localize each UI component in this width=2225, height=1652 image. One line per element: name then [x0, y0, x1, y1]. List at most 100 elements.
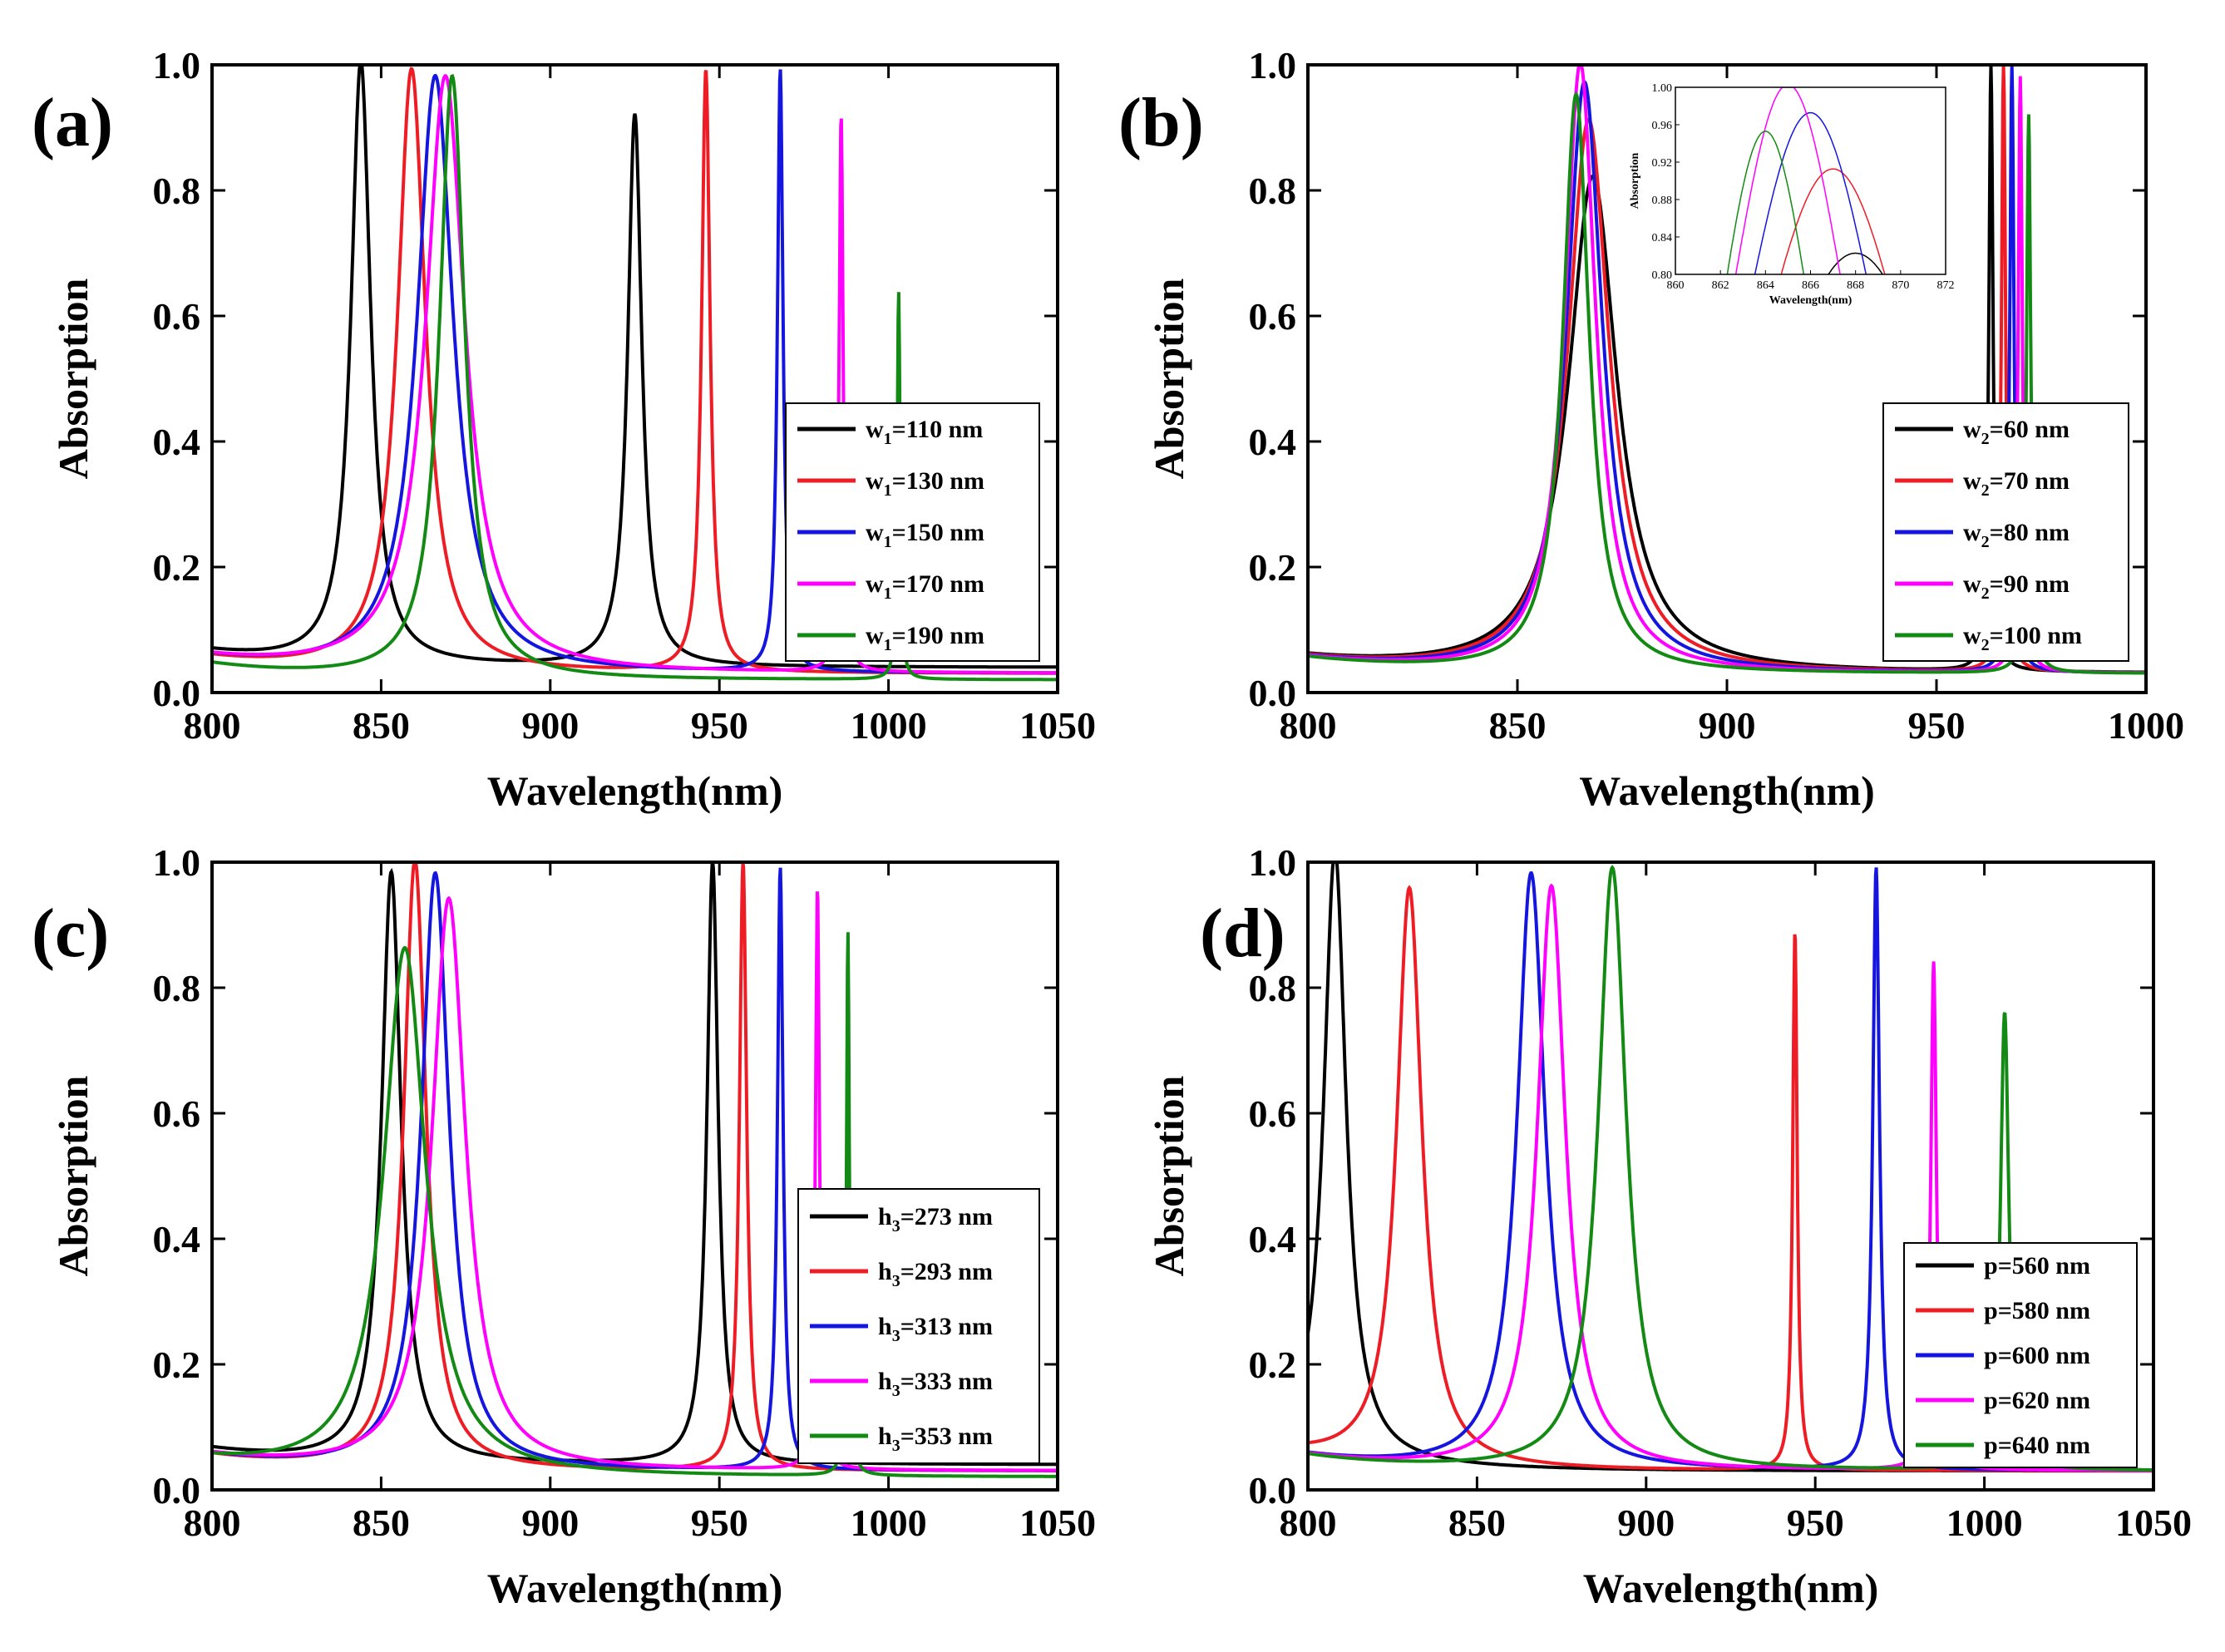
inset-y-tick-label: 0.92 [1652, 157, 1673, 170]
x-tick-label: 1000 [851, 1502, 927, 1544]
x-tick-label: 800 [184, 1502, 241, 1544]
legend: w1=110 nm w1=130 nm w1=150 nm w1=170 nm w1=1… [785, 402, 1040, 662]
x-tick-label: 950 [1787, 1502, 1844, 1544]
axes-frame [210, 861, 1059, 1492]
legend-entry-3: h3=313 nm [878, 1313, 993, 1345]
inset-x-axis-title: Wavelength(nm) [1769, 294, 1853, 307]
series-line-5 [212, 932, 1058, 1478]
inset-x-tick-label: 872 [1937, 279, 1955, 292]
legend: p=560 nm p=580 nm p=600 nm p=620 nm p=640 nm [1903, 1242, 2138, 1468]
y-axis-title: Absorption [1146, 1075, 1192, 1276]
legend-entry-4: w2=90 nm [1963, 570, 2070, 603]
axes-frame [210, 63, 1059, 694]
panel-label: (c) [32, 895, 109, 972]
y-tick-label: 0.4 [153, 1218, 201, 1260]
y-tick-label: 0.4 [153, 421, 201, 463]
x-axis-title: Wavelength(nm) [487, 767, 783, 814]
x-tick-label: 900 [1617, 1502, 1675, 1544]
y-tick-label: 0.4 [1249, 1218, 1297, 1260]
plot-area [212, 65, 1058, 682]
inset-y-tick-label: 0.84 [1652, 232, 1673, 244]
inset-x-tick-label: 868 [1847, 279, 1864, 292]
inset-x-tick-label: 860 [1667, 279, 1685, 292]
series-line-4 [212, 74, 1058, 675]
legend-entry-3: w2=80 nm [1963, 519, 2070, 551]
legend-entry-3: w1=150 nm [866, 519, 984, 551]
legend-entry-1: h3=273 nm [878, 1203, 993, 1235]
series-line-4 [1308, 883, 2153, 1472]
panel-label: (d) [1200, 895, 1285, 972]
x-tick-label: 800 [1280, 1502, 1337, 1544]
x-tick-label: 950 [691, 704, 748, 747]
panel-a: 800 850 900 950 1000 1050 0.0 0.2 0.4 0.6 0.8 1.0 Wa… [32, 44, 1096, 814]
legend-entry-4: w1=170 nm [866, 570, 984, 603]
y-tick-label: 0.8 [153, 967, 201, 1009]
x-tick-label: 900 [1699, 704, 1756, 747]
inset-series-line-4 [1734, 87, 1841, 274]
series-line-4 [212, 891, 1058, 1472]
legend-entry-1: w2=60 nm [1963, 416, 2070, 448]
y-tick-label: 0.0 [153, 1469, 201, 1511]
x-tick-label: 1050 [1019, 1502, 1096, 1544]
inset-series-line-3 [1754, 111, 1867, 274]
inset-y-tick-label: 0.96 [1652, 120, 1673, 132]
y-tick-label: 0.0 [153, 672, 201, 714]
x-tick-label: 850 [353, 1502, 410, 1544]
x-tick-label: 900 [521, 704, 579, 747]
legend-entry-2: h3=293 nm [878, 1258, 993, 1290]
panel-c: 800 850 900 950 1000 1050 0.0 0.2 0.4 0.6 0.8 1.0 Wa… [32, 841, 1096, 1611]
panel-d: 800 850 900 950 1000 1050 0.0 0.2 0.4 0.6 0.8 1.0 Wa… [1146, 841, 2192, 1611]
inset-x-tick-label: 862 [1712, 279, 1729, 292]
y-tick-label: 0.0 [1249, 672, 1297, 714]
legend-box [1903, 1242, 2138, 1468]
legend-entry-5: p=640 nm [1984, 1432, 2090, 1459]
y-tick-label: 0.8 [1249, 967, 1297, 1009]
legend-entry-4: p=620 nm [1984, 1387, 2090, 1414]
panel-label: (a) [32, 84, 113, 161]
x-tick-label: 850 [353, 704, 410, 747]
panel-label: (b) [1118, 84, 1204, 161]
inset-y-tick-label: 0.88 [1652, 195, 1673, 207]
axes-frame [1306, 861, 2155, 1492]
inset-x-tick-label: 870 [1892, 279, 1909, 292]
y-tick-label: 0.2 [1249, 1344, 1297, 1386]
series-line-2 [1308, 65, 2146, 674]
y-tick-label: 0.2 [1249, 546, 1297, 589]
x-tick-label: 950 [691, 1502, 748, 1544]
x-tick-label: 1000 [1946, 1502, 2023, 1544]
x-axis-title: Wavelength(nm) [1583, 1565, 1879, 1611]
y-tick-label: 1.0 [153, 44, 201, 86]
y-tick-label: 0.6 [1249, 295, 1297, 338]
y-tick-label: 0.4 [1249, 421, 1297, 463]
y-tick-label: 1.0 [1249, 841, 1297, 884]
x-tick-label: 1000 [851, 704, 927, 747]
x-tick-label: 800 [1280, 704, 1337, 747]
y-tick-label: 0.0 [1249, 1469, 1297, 1511]
x-tick-label: 1000 [2108, 704, 2184, 747]
y-tick-label: 0.2 [153, 546, 201, 589]
series-line-5 [212, 74, 1058, 682]
inset-plot: 860 862 864 866 868 870 872 0.80 0.84 0.88 0.92 0.9… [1629, 82, 1955, 307]
y-axis-title: Absorption [1146, 278, 1192, 479]
y-tick-label: 0.8 [1249, 170, 1297, 212]
x-axis-title: Wavelength(nm) [487, 1565, 783, 1611]
panel-b: 800 850 900 950 1000 0.0 0.2 0.4 0.6 0.8 1.0 Wavele… [1118, 44, 2184, 814]
legend-entry-1: p=560 nm [1984, 1252, 2090, 1280]
inset-y-axis-title: Absorption [1629, 152, 1641, 209]
series-line-1 [212, 65, 1058, 669]
y-axis-title: Absorption [50, 278, 96, 479]
y-tick-label: 0.8 [153, 170, 201, 212]
inset-x-tick-label: 866 [1802, 279, 1819, 292]
inset-y-tick-label: 0.80 [1652, 269, 1673, 282]
y-tick-label: 1.0 [153, 841, 201, 884]
legend-entry-2: w2=70 nm [1963, 467, 2070, 500]
legend-entry-2: w1=130 nm [866, 467, 984, 500]
x-tick-label: 1050 [1019, 704, 1096, 747]
y-tick-label: 1.0 [1249, 44, 1297, 86]
x-tick-label: 900 [521, 1502, 579, 1544]
x-tick-label: 950 [1908, 704, 1966, 747]
inset-x-tick-label: 864 [1757, 279, 1774, 292]
x-tick-label: 800 [184, 704, 241, 747]
inset-y-tick-label: 1.00 [1652, 82, 1673, 95]
